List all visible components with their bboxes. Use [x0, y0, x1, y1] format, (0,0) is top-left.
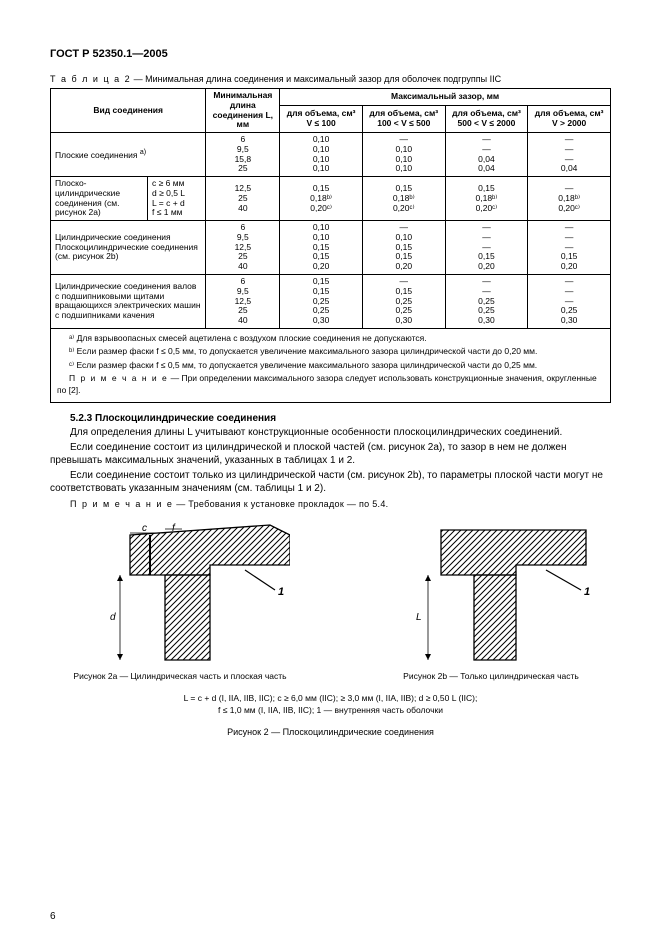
cell: — 0,10 0,10 0,10: [362, 133, 445, 177]
cell: — — — 0,25 0,30: [528, 275, 611, 329]
table-row: Цилиндрические соединения Плоскоцилиндри…: [51, 221, 611, 275]
section-note: П р и м е ч а н и е — Требования к устан…: [50, 499, 611, 509]
svg-text:d: d: [110, 612, 116, 623]
cell: 0,15 0,18ᵇ⁾ 0,20ᶜ⁾: [280, 177, 363, 221]
page-number: 6: [50, 911, 56, 922]
th-v100: для объема, см³ V ≤ 100: [280, 105, 363, 133]
cell: — — 0,04 0,04: [445, 133, 528, 177]
note-c: ᶜ⁾ Если размер фаски f ≤ 0,5 мм, то допу…: [57, 360, 604, 371]
row1-sup: a): [140, 149, 146, 156]
cell: — 0,10 0,15 0,15 0,20: [362, 221, 445, 275]
cell: 0,10 0,10 0,15 0,15 0,20: [280, 221, 363, 275]
row1-name: Плоские соединения a): [51, 133, 206, 177]
cell: 0,15 0,18ᵇ⁾ 0,20ᶜ⁾: [362, 177, 445, 221]
cell: — 0,15 0,25 0,25 0,30: [362, 275, 445, 329]
figure-2b-svg: L 1: [386, 515, 596, 665]
table-row: Плоско-цилиндрические соединения (см. ри…: [51, 177, 611, 221]
cell: 0,15 0,15 0,25 0,25 0,30: [280, 275, 363, 329]
paragraph: Если соединение состоит из цилиндрическо…: [50, 441, 611, 467]
svg-text:c: c: [142, 523, 147, 534]
figure-2a-svg: c f d 1: [70, 515, 290, 665]
figure-2b-caption: Рисунок 2b — Только цилиндрическая часть: [371, 671, 611, 681]
table-caption: Т а б л и ц а 2 — Минимальная длина соед…: [50, 74, 611, 84]
cell: 12,5 25 40: [206, 177, 280, 221]
cell: — — — 0,15 0,20: [528, 221, 611, 275]
table-row: Цилиндрические соединения валов с подшип…: [51, 275, 611, 329]
figure-formula: L = c + d (I, IIA, IIB, IIC); c ≥ 6,0 мм…: [50, 693, 611, 717]
row2-cond: c ≥ 6 мм d ≥ 0,5 L L = c + d f ≤ 1 мм: [148, 177, 206, 221]
th-min-length: Минимальная длина соединения L, мм: [206, 89, 280, 133]
row2-name: Плоско-цилиндрические соединения (см. ри…: [51, 177, 148, 221]
note-label: П р и м е ч а н и е: [69, 373, 168, 383]
cell: — — — 0,04: [528, 133, 611, 177]
cell: 0,15 0,18ᵇ⁾ 0,20ᶜ⁾: [445, 177, 528, 221]
svg-text:1: 1: [278, 586, 284, 598]
note-a: ᵃ⁾ Для взрывоопасных смесей ацетилена с …: [57, 333, 604, 344]
paragraph: Если соединение состоит только из цилинд…: [50, 469, 611, 495]
cell: — — — 0,15 0,20: [445, 221, 528, 275]
cell: — 0,18ᵇ⁾ 0,20ᶜ⁾: [528, 177, 611, 221]
row1-name-text: Плоские соединения: [55, 150, 140, 160]
cell: 6 9,5 15,8 25: [206, 133, 280, 177]
cell: — — 0,25 0,25 0,30: [445, 275, 528, 329]
cell: 6 9,5 12,5 25 40: [206, 221, 280, 275]
figures-row: c f d 1 Рисунок 2a — Цилиндрическая част…: [50, 515, 611, 681]
formula-line-2: f ≤ 1,0 мм (I, IIA, IIB, IIC); 1 — внутр…: [218, 705, 443, 715]
row4-name: Цилиндрические соединения валов с подшип…: [51, 275, 206, 329]
document-header: ГОСТ Р 52350.1—2005: [50, 48, 611, 60]
th-v2000: для объема, см³ 500 < V ≤ 2000: [445, 105, 528, 133]
formula-line-1: L = c + d (I, IIA, IIB, IIC); c ≥ 6,0 мм…: [184, 693, 478, 703]
figure-2a-caption: Рисунок 2a — Цилиндрическая часть и плос…: [50, 671, 310, 681]
svg-text:1: 1: [584, 586, 590, 598]
table-number: Т а б л и ц а 2: [50, 74, 131, 84]
table-title: — Минимальная длина соединения и максима…: [131, 74, 501, 84]
note-label: П р и м е ч а н и е: [70, 499, 173, 509]
note-main: П р и м е ч а н и е — При определении ма…: [57, 373, 604, 396]
th-joint-type: Вид соединения: [51, 89, 206, 133]
note-b: ᵇ⁾ Если размер фаски f ≤ 0,5 мм, то допу…: [57, 346, 604, 357]
section-title: 5.2.3 Плоскоцилиндрические соединения: [50, 413, 611, 424]
note-text: — Требования к установке прокладок — по …: [173, 499, 388, 509]
row3-name: Цилиндрические соединения Плоскоцилиндри…: [51, 221, 206, 275]
cell: 0,10 0,10 0,10 0,10: [280, 133, 363, 177]
cell: 6 9,5 12,5 25 40: [206, 275, 280, 329]
paragraph: Для определения длины L учитывают констр…: [50, 426, 611, 439]
th-vgt2000: для объема, см³ V > 2000: [528, 105, 611, 133]
svg-text:L: L: [416, 612, 422, 623]
table-row: Плоские соединения a) 6 9,5 15,8 25 0,10…: [51, 133, 611, 177]
figure-2a: c f d 1 Рисунок 2a — Цилиндрическая част…: [50, 515, 310, 681]
th-v500: для объема, см³ 100 < V ≤ 500: [362, 105, 445, 133]
figure-2-caption: Рисунок 2 — Плоскоцилиндрические соедине…: [50, 727, 611, 737]
th-max-gap: Максимальный зазор, мм: [280, 89, 611, 106]
table-notes: ᵃ⁾ Для взрывоопасных смесей ацетилена с …: [50, 329, 611, 403]
table-2: Вид соединения Минимальная длина соедине…: [50, 88, 611, 329]
figure-2b: L 1 Рисунок 2b — Только цилиндрическая ч…: [371, 515, 611, 681]
